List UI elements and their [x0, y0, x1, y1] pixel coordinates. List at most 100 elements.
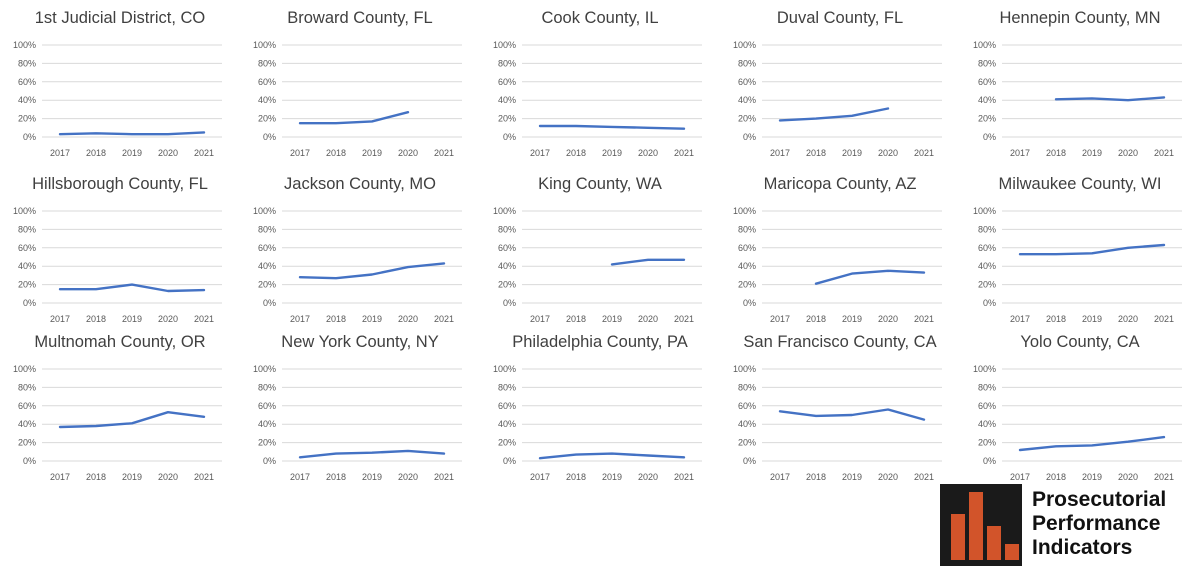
x-tick-label: 2018 [566, 472, 586, 482]
y-tick-label: 20% [738, 114, 756, 124]
series-line [1018, 435, 1166, 452]
y-tick-label: 0% [503, 298, 516, 308]
x-tick-label: 2020 [1118, 148, 1138, 158]
x-tick-label: 2018 [1046, 148, 1066, 158]
chart-title: Jackson County, MO [284, 175, 436, 193]
y-tick-label: 100% [973, 206, 996, 216]
chart-title: Yolo County, CA [1020, 333, 1140, 351]
x-tick-label: 2021 [674, 314, 694, 324]
chart-panel: San Francisco County, CA 100% 80% 60% 40% 20%… [720, 324, 960, 484]
chart-panel: Broward County, FL 100% 80% 60% 40% 20% 0% 2017… [240, 0, 480, 160]
y-tick-label: 0% [23, 456, 36, 466]
chart-panel: Milwaukee County, WI 100% 80% 60% 40% 20% 0% 20… [960, 166, 1200, 326]
x-tick-label: 2017 [770, 472, 790, 482]
y-tick-label: 60% [978, 77, 996, 87]
y-tick-label: 0% [743, 298, 756, 308]
y-tick-label: 20% [738, 280, 756, 290]
series-line [1018, 243, 1166, 256]
y-tick-label: 100% [13, 364, 36, 374]
series-line [538, 124, 686, 130]
y-tick-label: 80% [258, 382, 276, 392]
y-tick-label: 40% [738, 419, 756, 429]
x-tick-label: 2020 [158, 148, 178, 158]
chart-panel: Maricopa County, AZ 100% 80% 60% 40% 20% 0% 201… [720, 166, 960, 326]
x-tick-label: 2020 [638, 314, 658, 324]
x-tick-label: 2019 [122, 472, 142, 482]
bar-chart-logo-icon [940, 484, 1022, 566]
y-tick-label: 80% [738, 224, 756, 234]
y-tick-label: 60% [18, 401, 36, 411]
x-tick-label: 2020 [878, 148, 898, 158]
x-tick-label: 2020 [398, 472, 418, 482]
y-tick-label: 0% [503, 132, 516, 142]
y-tick-label: 20% [498, 114, 516, 124]
y-tick-label: 80% [498, 382, 516, 392]
chart-panel: Yolo County, CA 100% 80% 60% 40% 20% 0% 2017 201… [960, 324, 1200, 484]
logo-bar [987, 526, 1001, 560]
y-tick-label: 40% [738, 95, 756, 105]
y-tick-label: 60% [738, 401, 756, 411]
y-tick-label: 80% [738, 382, 756, 392]
x-tick-label: 2019 [842, 472, 862, 482]
x-tick-label: 2019 [602, 148, 622, 158]
series-line [778, 408, 926, 421]
x-tick-label: 2020 [1118, 314, 1138, 324]
x-tick-label: 2018 [326, 472, 346, 482]
logo: Prosecutorial Performance Indicators [940, 484, 1194, 566]
x-tick-label: 2018 [566, 148, 586, 158]
y-tick-label: 40% [18, 95, 36, 105]
y-tick-label: 60% [258, 243, 276, 253]
y-tick-label: 20% [18, 280, 36, 290]
chart-title: 1st Judicial District, CO [34, 9, 206, 27]
x-tick-label: 2017 [290, 472, 310, 482]
x-tick-label: 2017 [290, 314, 310, 324]
chart-title: Hennepin County, MN [999, 9, 1161, 27]
series-line [58, 283, 206, 293]
y-tick-label: 80% [738, 58, 756, 68]
y-tick-label: 60% [18, 243, 36, 253]
x-tick-label: 2021 [434, 314, 454, 324]
chart-panel: 1st Judicial District, CO 100% 80% 60% 40% 20… [0, 0, 240, 160]
y-tick-label: 60% [498, 77, 516, 87]
x-tick-label: 2018 [86, 472, 106, 482]
y-tick-label: 100% [733, 40, 756, 50]
line-chart: 100% 80% 60% 40% 20% 0% 2017 2018 2019 2020 2021 [973, 40, 1182, 158]
chart-title: San Francisco County, CA [743, 333, 937, 351]
x-tick-label: 2021 [914, 314, 934, 324]
chart-title: Philadelphia County, PA [512, 333, 688, 351]
y-tick-label: 80% [978, 224, 996, 234]
x-tick-label: 2017 [1010, 472, 1030, 482]
line-chart: 100% 80% 60% 40% 20% 0% 2017 2018 2019 2020 2021 [733, 40, 942, 158]
x-tick-label: 2017 [770, 148, 790, 158]
chart-title: Hillsborough County, FL [32, 175, 208, 193]
chart-title: Duval County, FL [776, 9, 904, 27]
y-tick-label: 60% [738, 77, 756, 87]
y-tick-label: 0% [263, 456, 276, 466]
x-tick-label: 2020 [878, 472, 898, 482]
x-tick-label: 2018 [806, 314, 826, 324]
chart-panel: Cook County, IL 100% 80% 60% 40% 20% 0% 2017 201… [480, 0, 720, 160]
y-tick-label: 80% [498, 58, 516, 68]
y-tick-label: 60% [978, 401, 996, 411]
y-tick-label: 100% [973, 364, 996, 374]
x-tick-label: 2019 [122, 148, 142, 158]
x-tick-label: 2020 [638, 148, 658, 158]
x-tick-label: 2017 [1010, 314, 1030, 324]
y-tick-label: 40% [978, 95, 996, 105]
x-tick-label: 2017 [530, 472, 550, 482]
x-tick-label: 2018 [806, 148, 826, 158]
x-tick-label: 2017 [50, 148, 70, 158]
y-tick-label: 100% [733, 206, 756, 216]
series-line [814, 269, 926, 285]
x-tick-label: 2017 [50, 472, 70, 482]
line-chart: 100% 80% 60% 40% 20% 0% 2017 2018 2019 2020 2021 [733, 364, 942, 482]
y-tick-label: 60% [258, 77, 276, 87]
logo-text: Prosecutorial Performance Indicators [1032, 488, 1197, 560]
x-tick-label: 2019 [842, 148, 862, 158]
x-tick-label: 2020 [638, 472, 658, 482]
line-chart: 100% 80% 60% 40% 20% 0% 2017 2018 2019 2020 2021 [493, 40, 702, 158]
x-tick-label: 2021 [914, 472, 934, 482]
chart-title: King County, WA [538, 175, 662, 193]
chart-panel: Multnomah County, OR 100% 80% 60% 40% 20% 0% 20… [0, 324, 240, 484]
x-tick-label: 2019 [1082, 472, 1102, 482]
